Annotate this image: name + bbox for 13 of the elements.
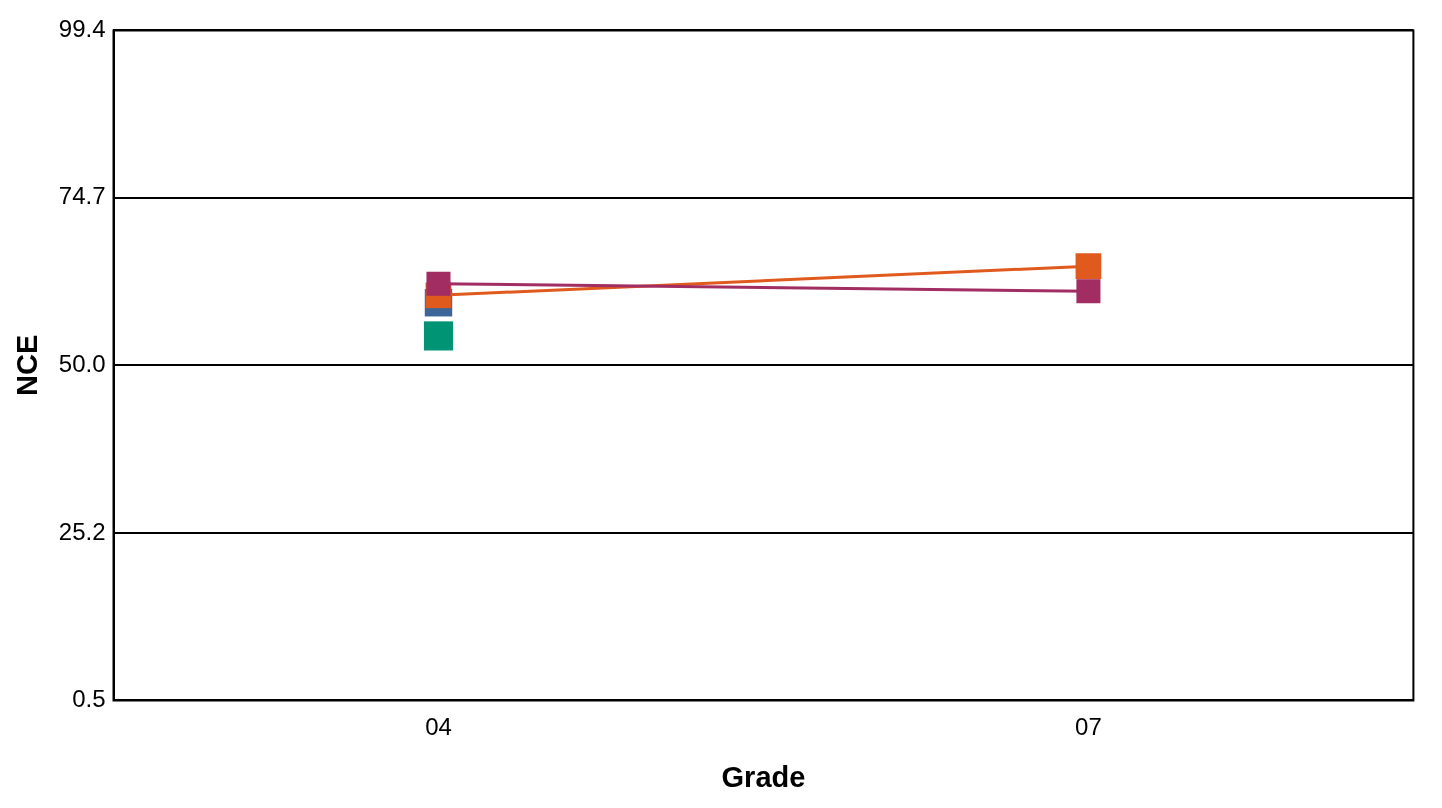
point: [1076, 279, 1101, 304]
y-tick-label: 25.2: [58, 517, 106, 545]
x-tick-label: 07: [1075, 713, 1102, 741]
x-axis-title: Grade: [721, 760, 806, 793]
y-tick-label: 99.4: [58, 15, 106, 43]
y-tick-label: 50.0: [58, 349, 106, 377]
point: [1075, 253, 1102, 280]
y-tick-label: 0.5: [72, 685, 106, 713]
x-tick-label: 04: [425, 713, 452, 741]
point: [426, 271, 451, 296]
y-axis-title: NCE: [11, 334, 44, 397]
point: [423, 321, 454, 351]
y-tick-label: 74.7: [58, 182, 106, 210]
